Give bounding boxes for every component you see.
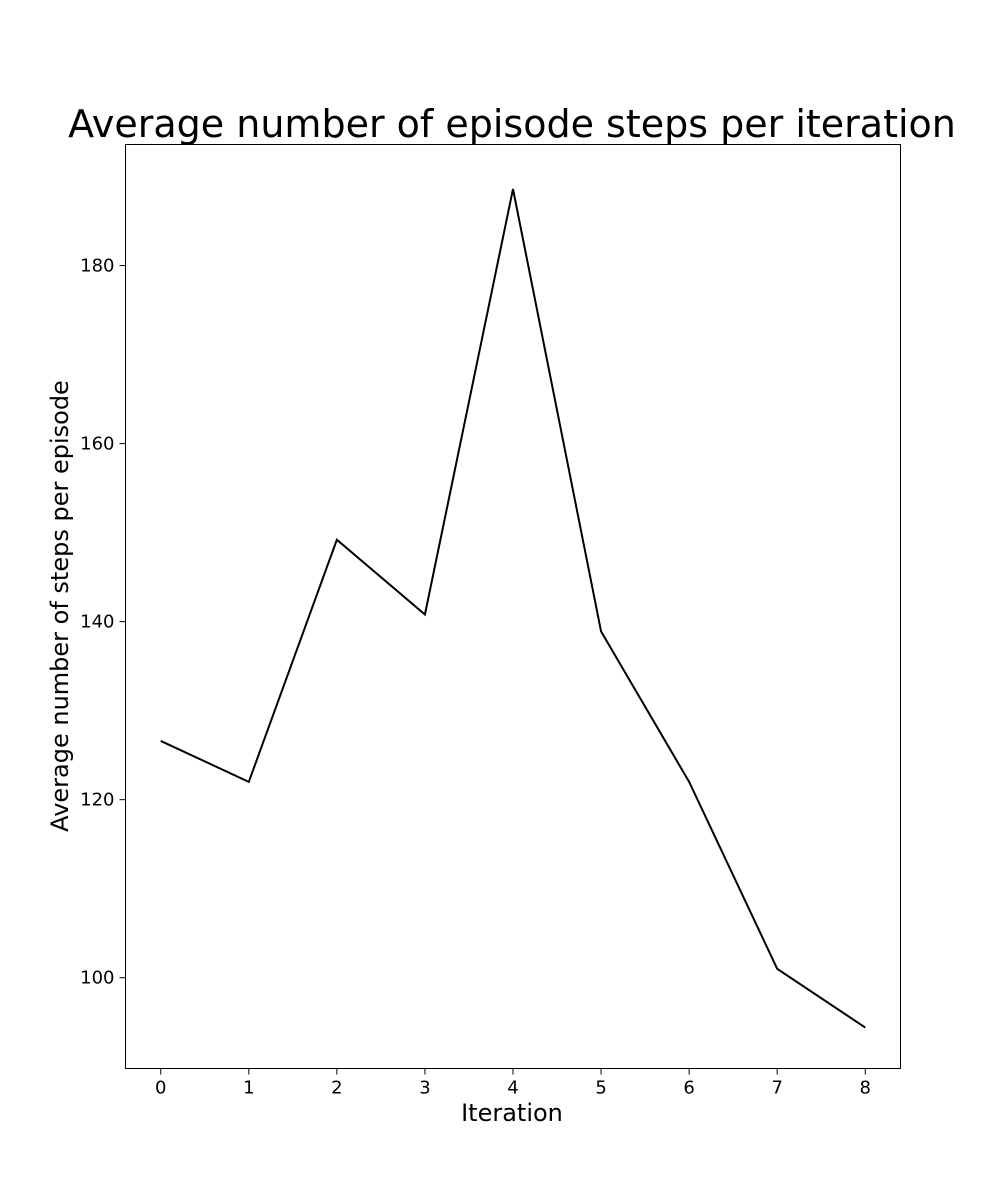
x-tick-label: 2 (331, 1078, 342, 1099)
x-tick-label: 8 (860, 1078, 871, 1099)
y-tick-label: 100 (80, 968, 114, 989)
x-tick-label: 4 (507, 1078, 518, 1099)
y-tick-label: 180 (80, 256, 114, 277)
y-axis-ticks: 100 120 140 160 180 (80, 256, 126, 989)
chart-title: Average number of episode steps per iter… (68, 102, 956, 146)
x-tick-label: 7 (771, 1078, 782, 1099)
series-line (160, 188, 866, 1029)
x-tick-label: 3 (419, 1078, 430, 1099)
y-axis-label: Average number of steps per episode (46, 380, 74, 832)
x-tick-label: 6 (683, 1078, 694, 1099)
y-tick-label: 140 (80, 612, 114, 633)
x-tick-label: 1 (243, 1078, 254, 1099)
plot-area-frame (125, 144, 901, 1069)
x-axis-label: Iteration (461, 1099, 563, 1127)
x-tick-label: 5 (595, 1078, 606, 1099)
x-tick-label: 0 (155, 1078, 166, 1099)
series-group (160, 188, 866, 1029)
y-tick-label: 160 (80, 434, 114, 455)
x-axis-ticks: 0 1 2 3 4 5 6 7 8 (155, 1068, 871, 1099)
y-tick-label: 120 (80, 790, 114, 811)
